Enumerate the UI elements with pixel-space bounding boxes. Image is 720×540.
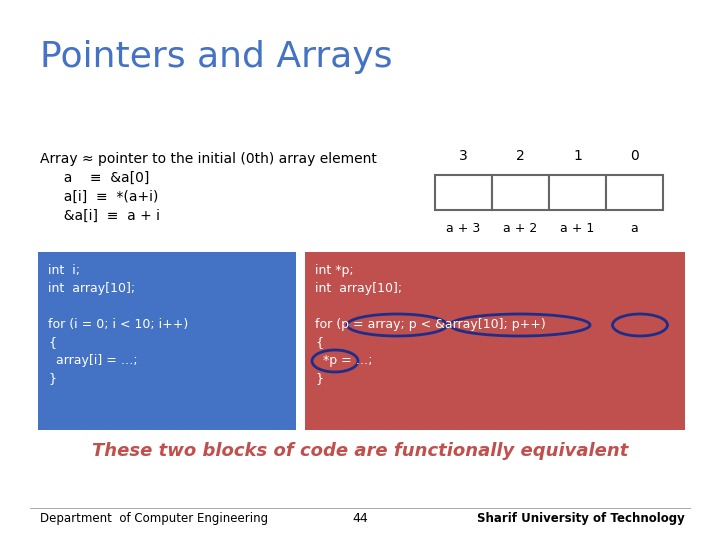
Text: Pointers and Arrays: Pointers and Arrays	[40, 40, 392, 74]
Text: a + 1: a + 1	[560, 222, 595, 235]
Bar	[492, 175, 549, 210]
Text: *p = …;: *p = …;	[315, 354, 372, 367]
Text: 2: 2	[516, 149, 525, 163]
Text: Sharif University of Technology: Sharif University of Technology	[477, 512, 685, 525]
Bar	[549, 175, 606, 210]
Text: Array ≈ pointer to the initial (0th) array element: Array ≈ pointer to the initial (0th) arr…	[40, 152, 377, 166]
Text: a    ≡  &a[0]: a ≡ &a[0]	[55, 171, 149, 185]
Text: int *p;: int *p;	[315, 264, 354, 277]
Bar	[38, 252, 296, 430]
Text: 3: 3	[459, 149, 468, 163]
Text: a: a	[631, 222, 639, 235]
Text: Department  of Computer Engineering: Department of Computer Engineering	[40, 512, 268, 525]
Text: a + 2: a + 2	[503, 222, 538, 235]
Bar	[606, 175, 663, 210]
Text: 44: 44	[352, 512, 368, 525]
Text: These two blocks of code are functionally equivalent: These two blocks of code are functionall…	[92, 442, 628, 460]
Text: a[i]  ≡  *(a+i): a[i] ≡ *(a+i)	[55, 190, 158, 204]
Text: a + 3: a + 3	[446, 222, 481, 235]
Bar	[305, 252, 685, 430]
Text: 1: 1	[573, 149, 582, 163]
Text: }: }	[48, 372, 56, 385]
Text: int  i;: int i;	[48, 264, 80, 277]
Text: array[i] = …;: array[i] = …;	[48, 354, 138, 367]
Text: for (p = array; p < &array[10]; p++): for (p = array; p < &array[10]; p++)	[315, 318, 546, 331]
Text: &a[i]  ≡  a + i: &a[i] ≡ a + i	[55, 209, 160, 223]
Text: int  array[10];: int array[10];	[48, 282, 135, 295]
Text: 0: 0	[630, 149, 639, 163]
Text: for (i = 0; i < 10; i++): for (i = 0; i < 10; i++)	[48, 318, 188, 331]
Text: int  array[10];: int array[10];	[315, 282, 402, 295]
Bar	[435, 175, 492, 210]
Text: {: {	[48, 336, 56, 349]
Text: {: {	[315, 336, 323, 349]
Text: }: }	[315, 372, 323, 385]
